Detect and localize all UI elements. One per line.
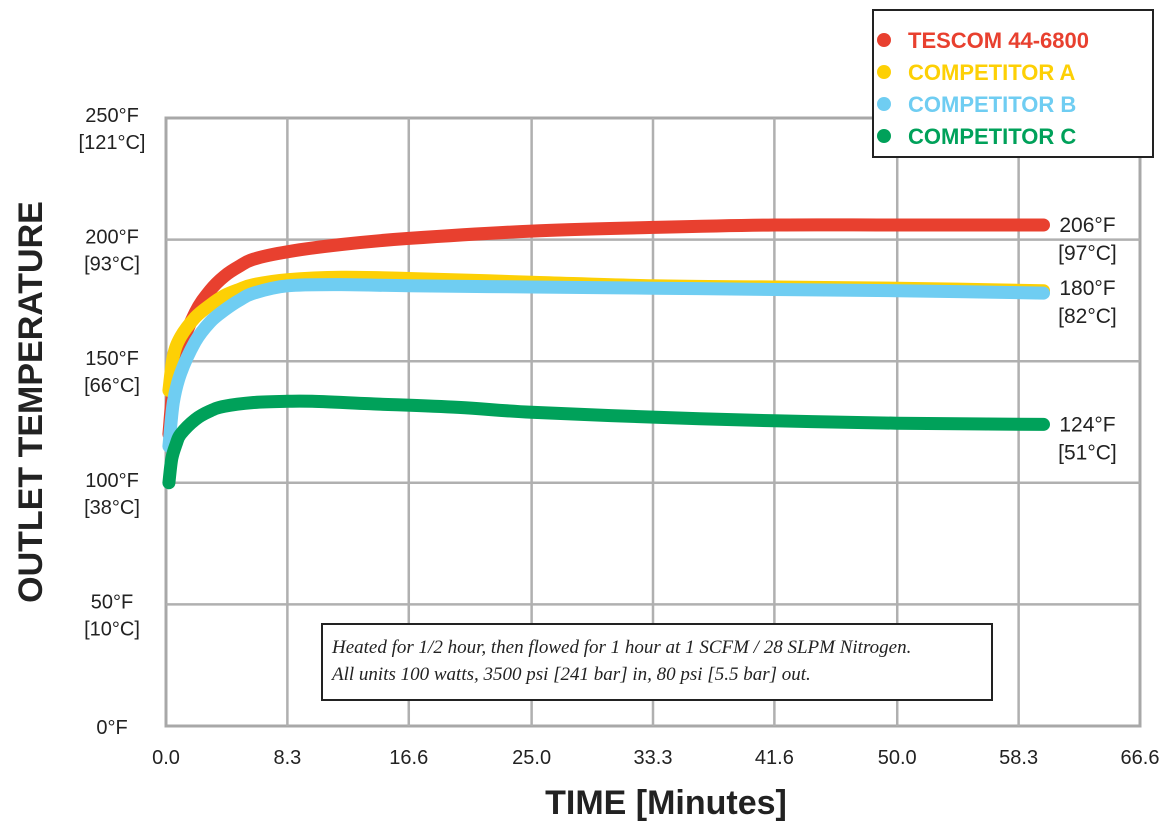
x-tick-label: 33.3: [634, 747, 673, 769]
x-axis-ticks: 0.0 8.3 16.6 25.0 33.3 41.6 50.0 58.3 66.6: [152, 747, 1159, 769]
y-tick-label-celsius: [66°C]: [84, 375, 140, 397]
x-tick-label: 58.3: [999, 747, 1038, 769]
note-frame: [321, 623, 993, 701]
end-label-c: [82°C]: [1058, 305, 1117, 328]
series-line-2: [162, 278, 1050, 453]
legend-marker: [877, 129, 891, 143]
x-tick-label: 8.3: [273, 747, 301, 769]
y-tick-label: 50°F: [91, 591, 133, 613]
legend-marker: [877, 33, 891, 47]
series-line-3: [162, 394, 1050, 490]
legend-label: COMPETITOR A: [908, 60, 1076, 85]
series-lines: [162, 218, 1050, 490]
x-tick-label: 16.6: [389, 747, 428, 769]
y-tick-label: 100°F: [85, 470, 139, 492]
end-label-f: 206°F: [1059, 214, 1115, 237]
x-tick-label: 41.6: [755, 747, 794, 769]
legend: TESCOM 44-6800 COMPETITOR A COMPETITOR B CO…: [872, 9, 1154, 158]
y-tick-label-celsius: [93°C]: [84, 254, 140, 276]
y-axis-title: OUTLET TEMPERATURE: [12, 201, 50, 603]
y-tick-label: 0°F: [96, 717, 127, 739]
end-label-f: 180°F: [1059, 277, 1115, 300]
y-tick-label: 200°F: [85, 227, 139, 249]
y-tick-label-celsius: [121°C]: [79, 132, 146, 154]
end-label-c: [51°C]: [1058, 441, 1117, 464]
y-axis-ticks: 0°F 50°F [10°C] 100°F [38°C] 150°F [66°C] 200°F…: [79, 105, 146, 739]
legend-label: COMPETITOR B: [908, 92, 1076, 117]
end-label-f: 124°F: [1059, 413, 1115, 436]
x-tick-label: 0.0: [152, 747, 180, 769]
y-tick-label: 150°F: [85, 348, 139, 370]
legend-label: COMPETITOR C: [908, 124, 1076, 149]
note-line-1: Heated for 1/2 hour, then flowed for 1 h…: [331, 637, 911, 658]
end-label-c: [97°C]: [1058, 242, 1117, 265]
y-tick-label-celsius: [38°C]: [84, 497, 140, 519]
note-line-2: All units 100 watts, 3500 psi [241 bar] …: [330, 664, 811, 685]
x-tick-label: 50.0: [878, 747, 917, 769]
legend-label: TESCOM 44-6800: [908, 28, 1089, 53]
y-tick-label-celsius: [10°C]: [84, 618, 140, 640]
legend-marker: [877, 97, 891, 111]
legend-frame: [872, 9, 1154, 158]
end-labels: 206°F [97°C] 180°F [82°C] 124°F [51°C]: [1058, 214, 1117, 464]
x-tick-label: 25.0: [512, 747, 551, 769]
x-axis-title: TIME [Minutes]: [545, 784, 787, 822]
note-box: Heated for 1/2 hour, then flowed for 1 h…: [321, 623, 993, 701]
y-tick-label: 250°F: [85, 105, 139, 127]
legend-marker: [877, 65, 891, 79]
x-tick-label: 66.6: [1121, 747, 1160, 769]
